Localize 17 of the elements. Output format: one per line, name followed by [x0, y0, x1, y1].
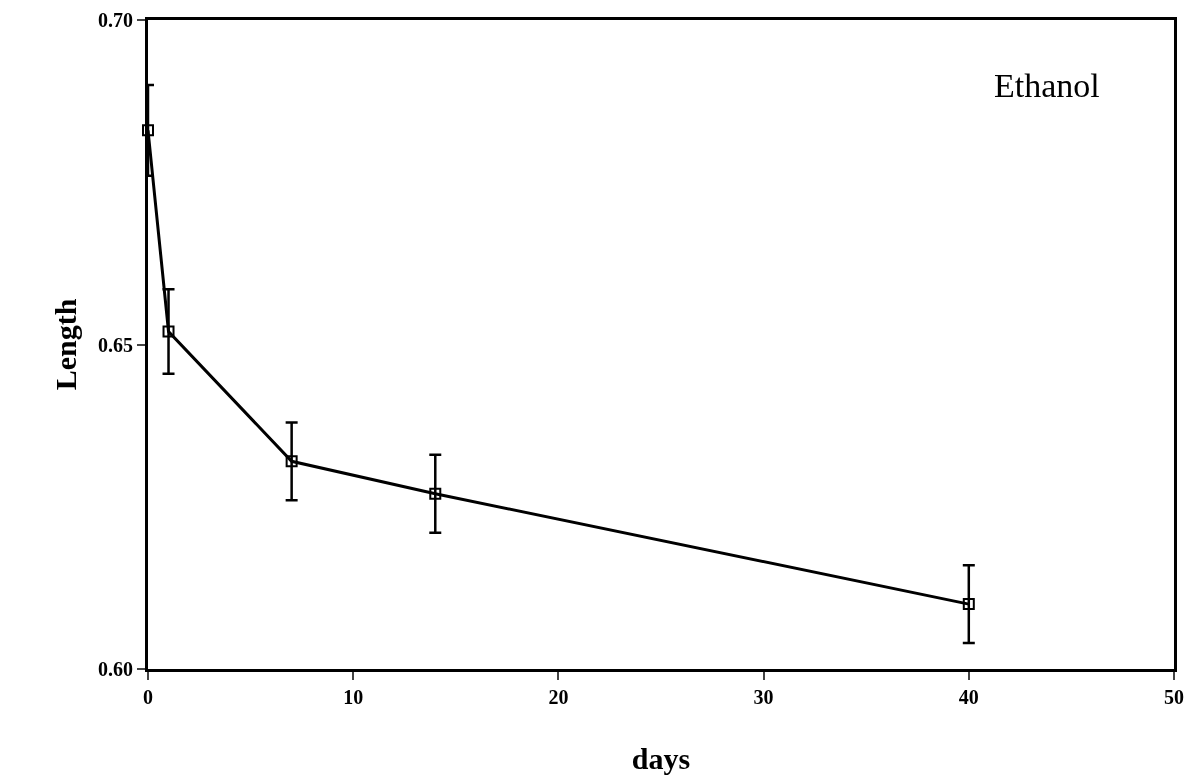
y-tick-label: 0.60: [98, 658, 133, 680]
point: [142, 124, 154, 137]
x-tick-label: 30: [753, 686, 774, 708]
point: [285, 455, 298, 468]
y-tick-label: 0.65: [98, 333, 133, 356]
point: [162, 325, 175, 338]
point: [429, 487, 442, 500]
y-axis-title: Length: [49, 298, 82, 391]
x-tick-label: 20: [548, 686, 569, 708]
annotation: Ethanol: [994, 67, 1100, 104]
y-tick-label: 0.70: [98, 9, 133, 31]
x-tick-label: 10: [343, 686, 364, 708]
x-tick-label: 40: [958, 686, 979, 708]
x-axis-title: days: [631, 742, 691, 775]
x-tick-label: 0: [143, 686, 153, 708]
x-tick-label: 50: [1164, 686, 1184, 708]
point: [962, 598, 975, 611]
